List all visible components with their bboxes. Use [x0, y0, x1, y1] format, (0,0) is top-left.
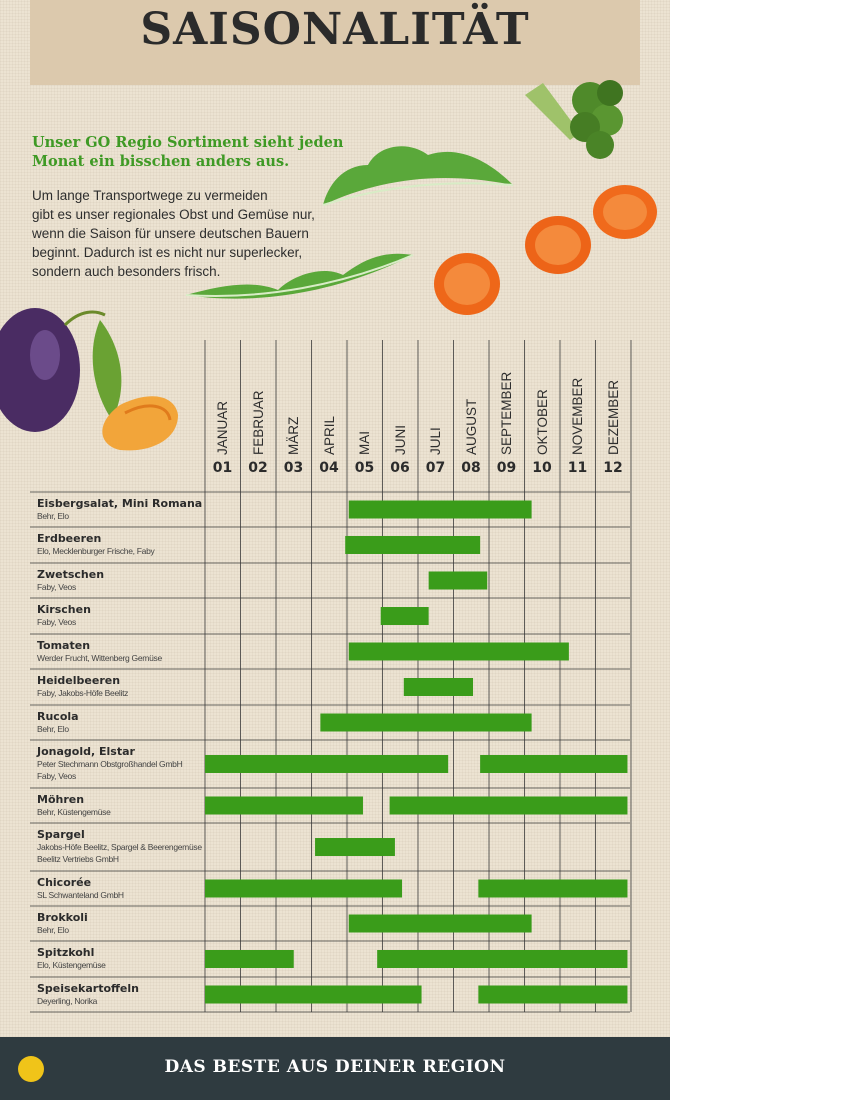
- supplier-text: Beelitz Vertriebs GmbH: [37, 854, 119, 864]
- supplier-text: Behr, Küstengemüse: [37, 807, 111, 817]
- product-name: Tomaten: [37, 639, 91, 652]
- season-bar: [389, 796, 628, 815]
- header-band: [30, 0, 640, 85]
- month-label: FEBRUAR: [250, 390, 266, 455]
- season-bar: [320, 713, 532, 732]
- month-label: MAI: [357, 430, 372, 455]
- product-name: Spitzkohl: [37, 946, 95, 959]
- season-bar: [205, 796, 363, 815]
- footer-band: [0, 1037, 670, 1100]
- supplier-text: Faby, Veos: [37, 617, 76, 627]
- brand-logo-icon: [18, 1056, 44, 1082]
- supplier-text: Faby, Veos: [37, 582, 76, 592]
- lead-text: Unser GO Regio Sortiment sieht jeden Mon…: [32, 134, 344, 170]
- month-label: JUNI: [392, 425, 408, 455]
- supplier-text: Elo, Mecklenburger Frische, Faby: [37, 546, 155, 556]
- season-grid: [30, 340, 632, 1013]
- season-bar: [380, 607, 429, 625]
- supplier-text: Faby, Jakobs-Höfe Beelitz: [37, 688, 129, 698]
- month-label: MÄRZ: [286, 416, 301, 455]
- season-bar: [205, 879, 403, 898]
- product-name: Chicorée: [37, 876, 92, 889]
- season-bar: [348, 500, 532, 519]
- month-number: 10: [532, 460, 552, 476]
- month-label: JULI: [428, 427, 443, 455]
- intro-text: Um lange Transportwege zu vermeiden gibt…: [32, 186, 322, 281]
- intro-line: beginnt. Dadurch ist es nicht nur superl…: [32, 245, 303, 260]
- intro-line: gibt es unser regionales Obst und Gemüse…: [32, 207, 315, 222]
- season-bar: [205, 950, 294, 968]
- month-number: 11: [567, 460, 588, 476]
- season-bar: [478, 985, 628, 1004]
- month-number: 12: [603, 460, 623, 476]
- month-number: 05: [354, 460, 375, 476]
- broccoli-illustration: [525, 80, 623, 159]
- rocket-leaf-illustration: [185, 253, 414, 299]
- season-bar: [205, 755, 449, 773]
- season-bar: [348, 914, 532, 933]
- month-number: 02: [248, 460, 268, 476]
- season-bar: [205, 985, 422, 1004]
- season-bar: [428, 571, 488, 590]
- product-name: Eisbergsalat, Mini Romana: [37, 497, 203, 510]
- supplier-text: Behr, Elo: [37, 925, 69, 935]
- product-name: Kirschen: [37, 603, 91, 616]
- product-name: Spargel: [37, 828, 85, 841]
- month-label: AUGUST: [463, 398, 479, 455]
- season-bar: [480, 755, 628, 773]
- product-name: Rucola: [37, 710, 79, 723]
- intro-line: sondern auch besonders frisch.: [32, 264, 221, 279]
- month-number: 08: [461, 460, 481, 476]
- supplier-text: Deyerling, Norika: [37, 996, 98, 1006]
- intro-line: wenn die Saison für unsere deutschen Bau…: [32, 226, 309, 241]
- supplier-text: Werder Frucht, Wittenberg Gemüse: [37, 653, 162, 663]
- supplier-text: SL Schwanteland GmbH: [37, 890, 124, 900]
- product-name: Möhren: [37, 793, 85, 806]
- season-bar: [478, 879, 628, 898]
- month-number: 07: [425, 460, 446, 476]
- month-label: OKTOBER: [534, 389, 550, 455]
- month-number: 01: [212, 460, 233, 476]
- season-bar: [348, 642, 569, 661]
- supplier-text: Faby, Veos: [37, 771, 76, 781]
- product-name: Erdbeeren: [37, 532, 102, 545]
- month-label: NOVEMBER: [570, 377, 585, 455]
- month-number: 03: [283, 460, 304, 476]
- carrot-slice-illustration: [434, 253, 500, 315]
- month-label: DEZEMBER: [605, 379, 621, 455]
- page-title: SAISONALITÄT: [140, 4, 530, 55]
- month-number: 09: [496, 460, 517, 476]
- rocket-leaf-illustration: [322, 146, 514, 206]
- carrot-slice-illustration: [525, 216, 591, 274]
- season-bar: [377, 950, 628, 968]
- season-bar: [345, 536, 481, 554]
- product-name: Heidelbeeren: [37, 674, 121, 687]
- supplier-text: Elo, Küstengemüse: [37, 960, 106, 970]
- season-bar: [403, 678, 474, 696]
- product-name: Zwetschen: [37, 568, 105, 581]
- footer-slogan: DAS BESTE AUS DEINER REGION: [164, 1057, 506, 1077]
- product-name: Speisekartoffeln: [37, 982, 139, 995]
- supplier-text: Peter Stechmann Obstgroßhandel GmbH: [37, 759, 183, 769]
- supplier-text: Behr, Elo: [37, 511, 69, 521]
- supplier-text: Jakobs-Höfe Beelitz, Spargel & Beerengem…: [37, 842, 202, 852]
- month-label: SEPTEMBER: [499, 371, 514, 455]
- product-name: Brokkoli: [37, 911, 88, 924]
- plum-illustration: [0, 308, 178, 451]
- month-label: JANUAR: [215, 400, 230, 455]
- page: SAISONALITÄT Unser GO Regio Sortiment si…: [0, 0, 670, 1100]
- month-label: APRIL: [321, 415, 337, 455]
- month-number: 06: [390, 460, 410, 476]
- month-number: 04: [319, 460, 339, 476]
- carrot-slice-illustration: [593, 185, 657, 239]
- supplier-text: Behr, Elo: [37, 724, 69, 734]
- season-bar: [315, 838, 395, 856]
- product-name: Jonagold, Elstar: [37, 745, 135, 758]
- intro-line: Um lange Transportwege zu vermeiden: [32, 188, 268, 203]
